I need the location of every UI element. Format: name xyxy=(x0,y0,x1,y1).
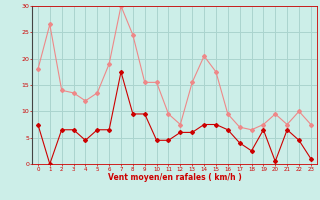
X-axis label: Vent moyen/en rafales ( km/h ): Vent moyen/en rafales ( km/h ) xyxy=(108,173,241,182)
